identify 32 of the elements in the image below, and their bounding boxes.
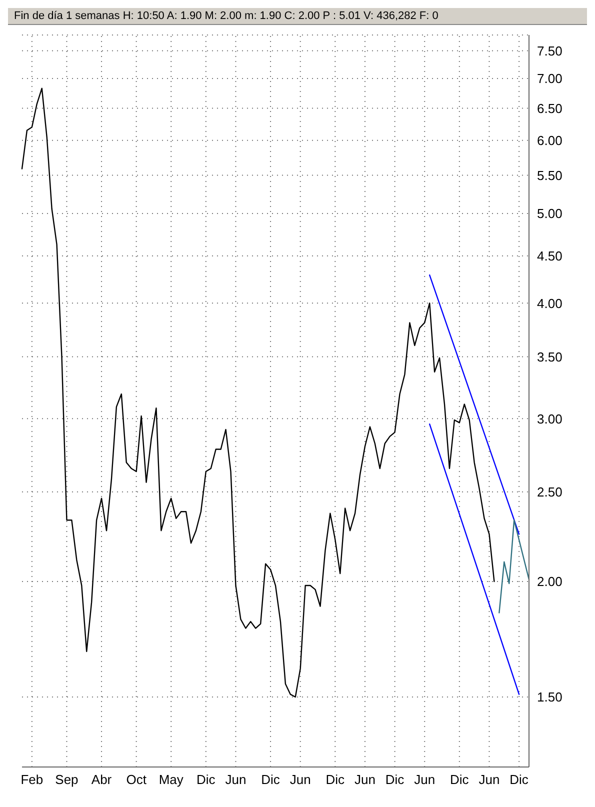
y-tick-label: 6.50 — [537, 100, 562, 116]
y-tick-label: 6.00 — [537, 132, 562, 148]
chart-title: Fin de día 1 semanas H: 10:50 A: 1.90 M: 2.00 m: 1.90 C: 2.00 P : 5.01 V: 436,282 F: 0 — [8, 8, 587, 25]
y-tick-label: 2.00 — [537, 574, 562, 590]
x-tick-label: Dic — [385, 772, 405, 788]
y-tick-label: 4.50 — [537, 248, 562, 264]
line-series — [21, 88, 495, 698]
x-tick-label: Jun — [225, 772, 246, 788]
line-series — [498, 520, 530, 614]
x-tick-label: Dic — [326, 772, 346, 788]
x-tick-label: Jun — [414, 772, 436, 788]
x-tick-label: Jun — [478, 772, 500, 788]
x-tick-label: Sep — [55, 772, 78, 788]
x-tick-label: Jun — [354, 772, 376, 788]
y-tick-label: 2.50 — [537, 484, 562, 500]
x-tick-label: Dic — [261, 772, 280, 788]
x-tick-label: Dic — [510, 772, 529, 788]
y-tick-label: 3.50 — [537, 349, 562, 364]
x-tick-label: May — [158, 772, 184, 788]
y-tick-label: 7.50 — [537, 43, 562, 58]
y-tick-label: 5.00 — [537, 206, 562, 222]
x-tick-label: Dic — [196, 772, 216, 788]
y-tick-label: 5.50 — [537, 168, 562, 183]
x-tick-label: Jun — [290, 772, 311, 788]
x-tick-label: Abr — [91, 772, 112, 788]
x-tick-label: Oct — [126, 772, 147, 788]
y-tick-label: 3.00 — [537, 411, 562, 426]
x-tick-label: Feb — [20, 772, 44, 788]
y-tick-label: 4.00 — [537, 296, 562, 311]
y-tick-label: 7.00 — [537, 71, 562, 86]
y-tick-label: 1.50 — [537, 690, 562, 705]
x-tick-label: Dic — [450, 772, 470, 788]
